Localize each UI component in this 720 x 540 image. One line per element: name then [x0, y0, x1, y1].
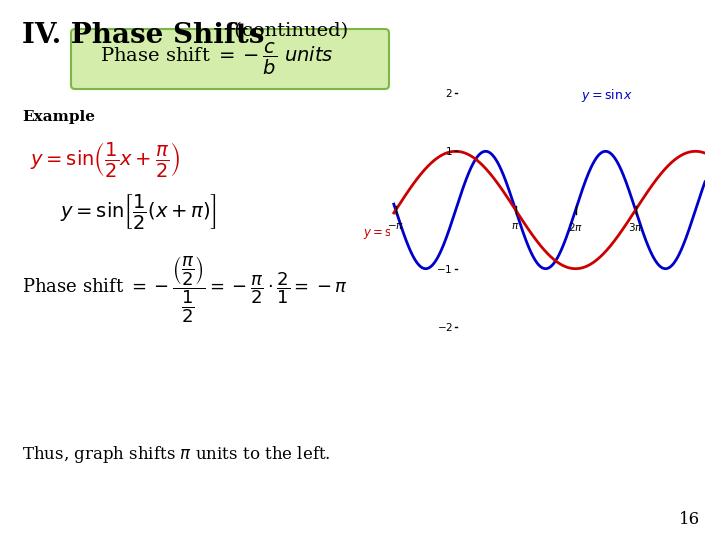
Text: Example: Example: [22, 110, 95, 124]
Text: $2$: $2$: [445, 86, 453, 99]
Text: $y = \sin\!\left[\dfrac{1}{2}\left(x + \pi\right)\right]$: $y = \sin\!\left[\dfrac{1}{2}\left(x + \…: [60, 192, 217, 231]
Text: Phase shift $= -\dfrac{\left(\dfrac{\pi}{2}\right)}{\dfrac{1}{2}} = -\dfrac{\pi}: Phase shift $= -\dfrac{\left(\dfrac{\pi}…: [22, 255, 348, 325]
Text: 16: 16: [679, 511, 700, 528]
Text: $-\pi$: $-\pi$: [387, 220, 404, 231]
Text: $y = \sin\!\left(\dfrac{1}{2}x + \dfrac{\pi}{2}\right)$: $y = \sin\!\left(\dfrac{1}{2}x + \dfrac{…: [30, 140, 181, 179]
Text: $-1$: $-1$: [436, 262, 453, 275]
Text: $y = \sin\!\left(\dfrac{1}{2}x + \dfrac{\pi}{2}\right)$: $y = \sin\!\left(\dfrac{1}{2}x + \dfrac{…: [363, 220, 454, 246]
FancyBboxPatch shape: [71, 29, 389, 89]
Text: $-2$: $-2$: [436, 321, 453, 333]
Text: $2\pi$: $2\pi$: [568, 220, 583, 233]
Text: $\pi$: $\pi$: [511, 220, 520, 231]
Text: IV. Phase Shifts: IV. Phase Shifts: [22, 22, 264, 49]
Text: Thus, graph shifts $\pi$ units to the left.: Thus, graph shifts $\pi$ units to the le…: [22, 444, 330, 465]
Text: $1$: $1$: [445, 145, 453, 157]
Text: $3\pi$: $3\pi$: [628, 220, 643, 233]
Text: Phase shift $= -\dfrac{c}{b}\ \mathit{units}$: Phase shift $= -\dfrac{c}{b}\ \mathit{un…: [100, 41, 333, 77]
Text: (continued): (continued): [228, 22, 348, 40]
Text: $y = \sin x$: $y = \sin x$: [581, 87, 634, 104]
